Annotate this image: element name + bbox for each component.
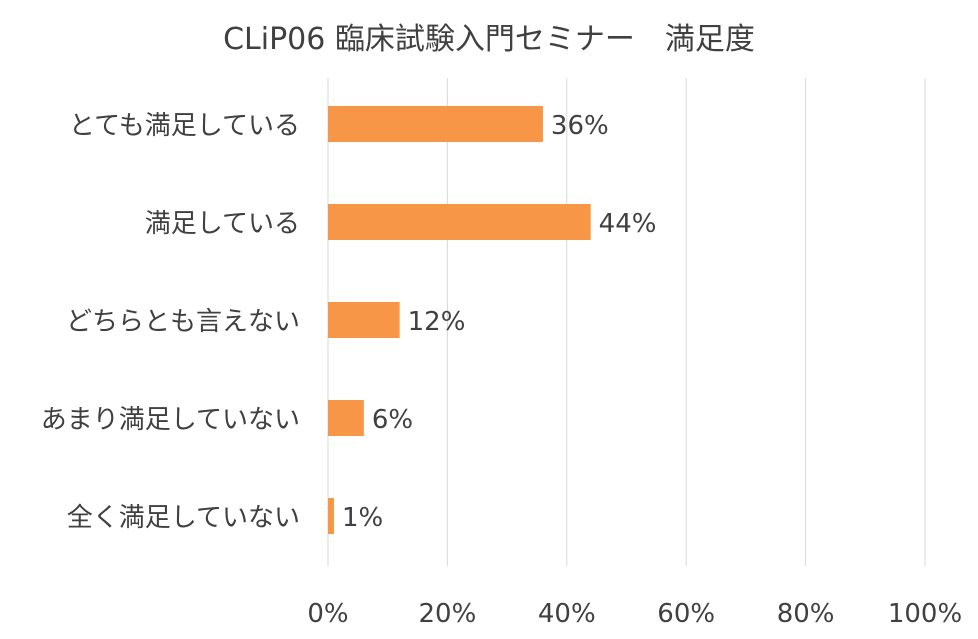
data-label: 44%: [599, 209, 657, 239]
category-label: あまり満足していない: [41, 405, 300, 435]
data-label: 6%: [372, 405, 413, 435]
chart-title: CLiP06 臨床試験入門セミナー 満足度: [223, 22, 755, 57]
x-tick-label: 20%: [419, 599, 477, 629]
x-tick-label: 60%: [657, 599, 715, 629]
category-label: 満足している: [145, 209, 300, 239]
data-label: 12%: [408, 307, 466, 337]
x-tick-label: 100%: [888, 599, 962, 629]
bar: [328, 204, 591, 240]
category-label: とても満足している: [69, 111, 300, 141]
category-label: どちらとも言えない: [66, 307, 300, 337]
data-label: 1%: [342, 503, 383, 533]
bar: [328, 302, 400, 338]
x-tick-label: 80%: [777, 599, 835, 629]
x-tick-label: 40%: [538, 599, 596, 629]
category-label: 全く満足していない: [67, 503, 300, 533]
x-tick-label: 0%: [307, 599, 348, 629]
bar: [328, 498, 334, 534]
data-label: 36%: [551, 111, 609, 141]
bar: [328, 106, 543, 142]
bar: [328, 400, 364, 436]
